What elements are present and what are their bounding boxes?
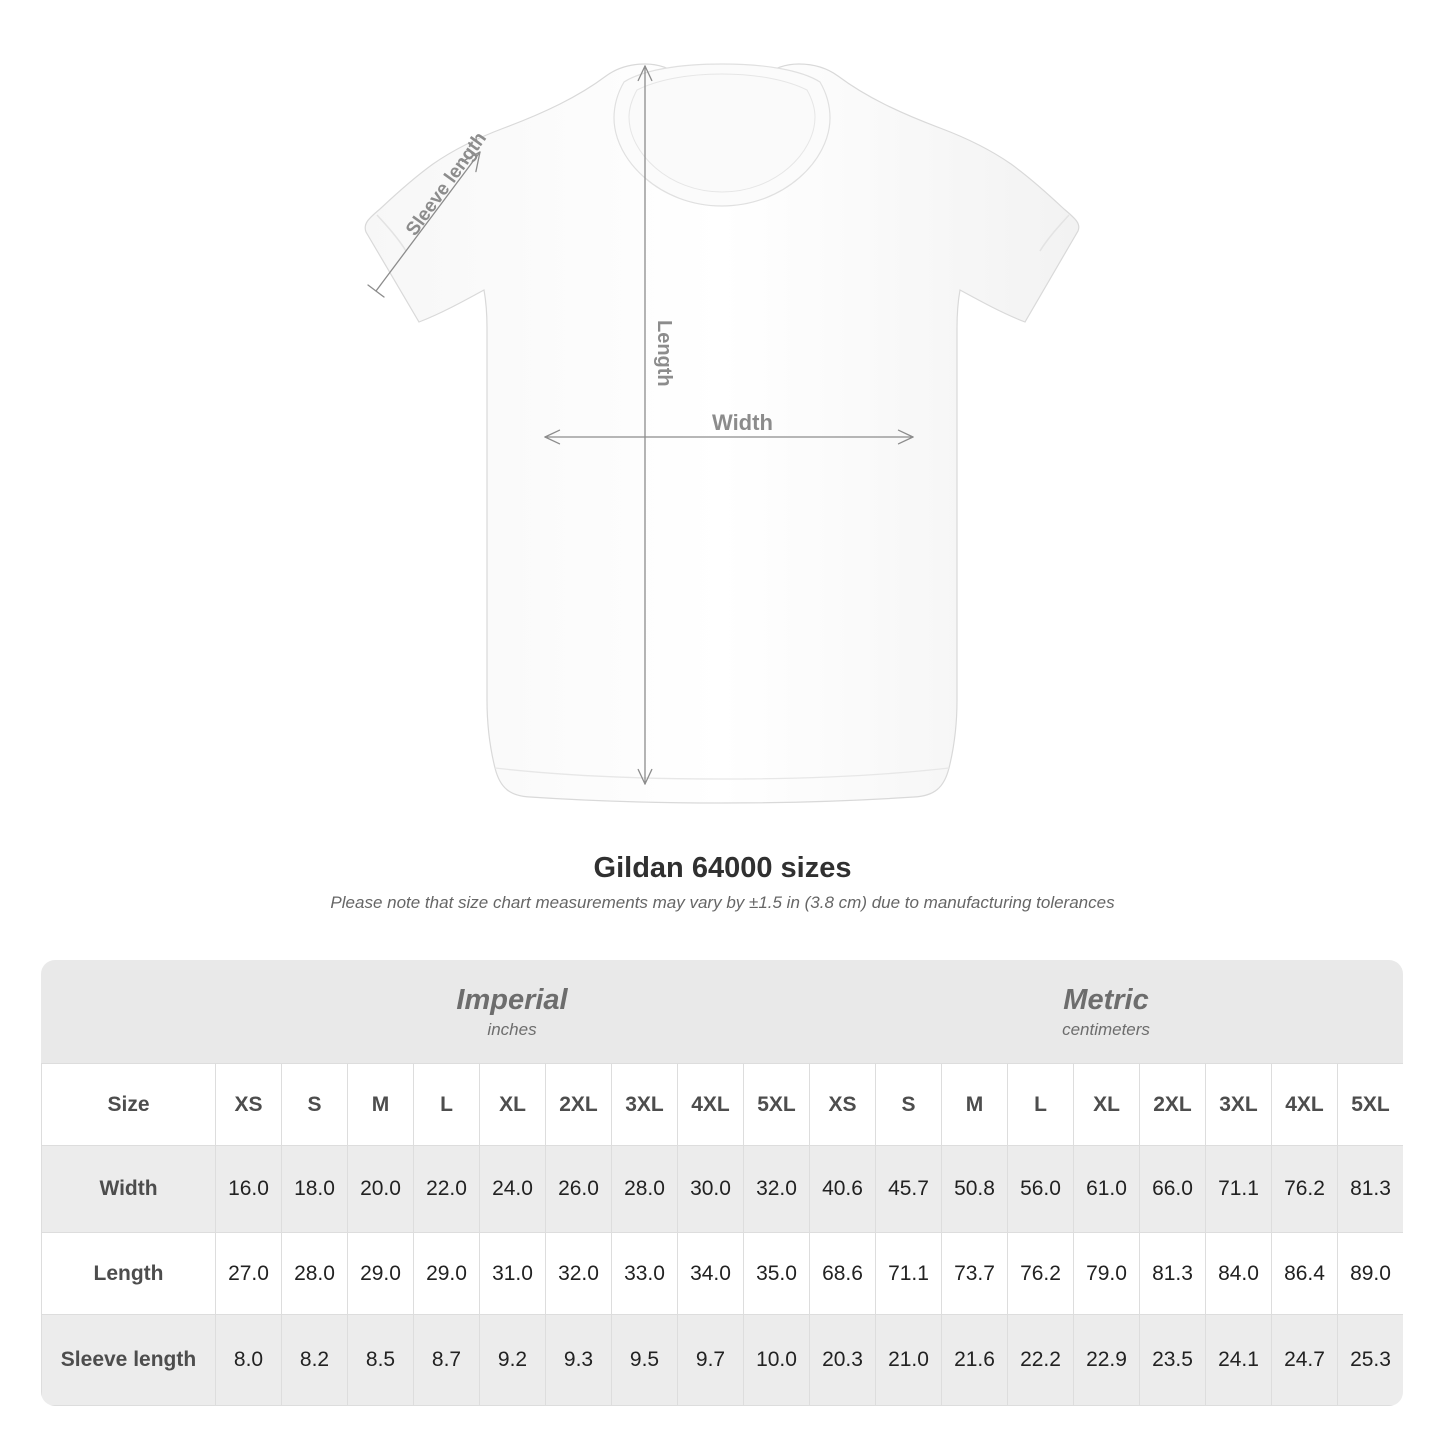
svg-text:Width: Width [712,410,773,435]
svg-text:Length: Length [653,320,675,387]
